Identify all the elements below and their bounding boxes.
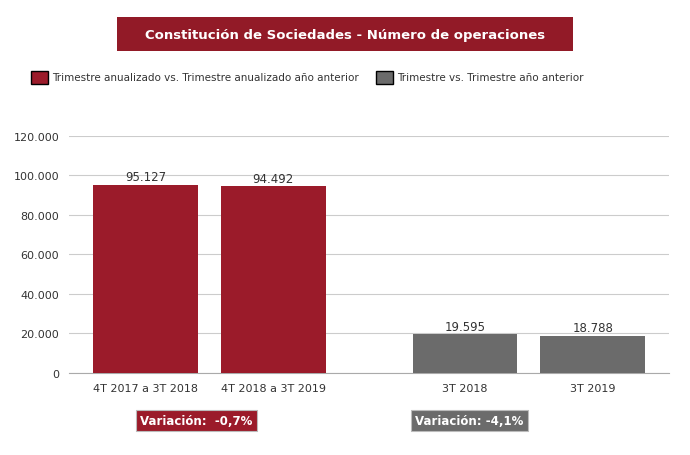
Bar [93, 186, 198, 373]
Text: Variación: -4,1%: Variación: -4,1% [415, 415, 524, 427]
Bar [221, 187, 326, 373]
Text: Variación:  -0,7%: Variación: -0,7% [141, 415, 253, 427]
Text: 95.127: 95.127 [125, 171, 166, 184]
Bar [413, 334, 518, 373]
Text: 19.595: 19.595 [444, 320, 486, 333]
Text: Trimestre anualizado vs. Trimestre anualizado año anterior: Trimestre anualizado vs. Trimestre anual… [52, 73, 359, 83]
Text: Constitución de Sociedades - Número de operaciones: Constitución de Sociedades - Número de o… [145, 29, 545, 42]
Text: 94.492: 94.492 [253, 172, 294, 185]
Text: 18.788: 18.788 [572, 322, 613, 334]
Bar [540, 336, 645, 373]
Text: Trimestre vs. Trimestre año anterior: Trimestre vs. Trimestre año anterior [397, 73, 584, 83]
